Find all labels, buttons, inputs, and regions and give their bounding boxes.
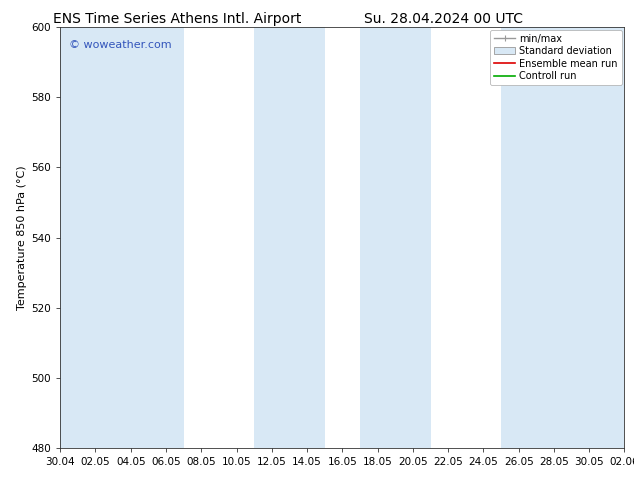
Bar: [501, 27, 572, 448]
Y-axis label: Temperature 850 hPa (°C): Temperature 850 hPa (°C): [17, 165, 27, 310]
Text: © woweather.com: © woweather.com: [68, 40, 171, 49]
Legend: min/max, Standard deviation, Ensemble mean run, Controll run: min/max, Standard deviation, Ensemble me…: [490, 30, 621, 85]
Bar: [572, 27, 634, 448]
Text: ENS Time Series Athens Intl. Airport: ENS Time Series Athens Intl. Airport: [53, 12, 302, 26]
Bar: [42, 27, 113, 448]
Bar: [113, 27, 184, 448]
Bar: [254, 27, 325, 448]
Bar: [360, 27, 430, 448]
Text: Su. 28.04.2024 00 UTC: Su. 28.04.2024 00 UTC: [365, 12, 523, 26]
